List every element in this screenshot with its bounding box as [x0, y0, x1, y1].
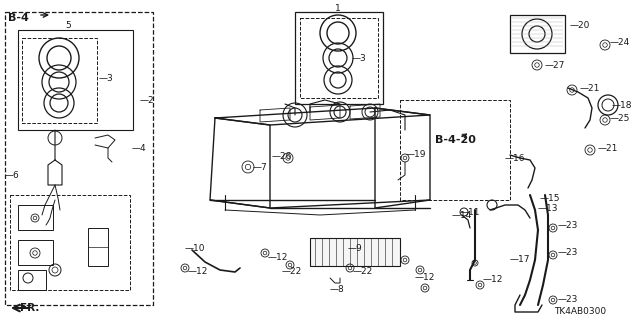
Text: 1: 1 [335, 4, 341, 12]
Text: —25: —25 [610, 114, 630, 123]
Text: —22: —22 [282, 268, 302, 276]
Text: —12: —12 [268, 253, 289, 262]
Bar [18, 270, 46, 290]
Text: —3: —3 [352, 53, 367, 62]
Text: —26: —26 [272, 151, 292, 161]
Text: —23: —23 [558, 295, 579, 305]
Text: —24: —24 [610, 37, 630, 46]
Text: —12: —12 [415, 274, 435, 283]
Text: —9: —9 [348, 244, 363, 252]
Bar [5, 12, 153, 305]
Bar [300, 18, 378, 98]
Text: B-4: B-4 [8, 13, 29, 23]
Text: —20: —20 [570, 20, 590, 29]
Text: —12: —12 [483, 276, 504, 284]
Bar [295, 12, 383, 104]
Text: —19: —19 [406, 149, 426, 158]
Text: —23: —23 [558, 220, 579, 229]
Text: —10: —10 [185, 244, 205, 252]
Bar [18, 205, 53, 230]
Text: FR.: FR. [20, 303, 40, 313]
Text: —21: —21 [598, 143, 618, 153]
Text: —17: —17 [510, 255, 531, 265]
Text: —13: —13 [538, 204, 559, 212]
Bar [88, 228, 108, 266]
Text: —27: —27 [545, 60, 565, 69]
Bar [510, 15, 565, 53]
Text: —18: —18 [612, 100, 632, 109]
Text: —16: —16 [505, 154, 525, 163]
Text: —15: —15 [540, 194, 561, 203]
Text: —14: —14 [452, 211, 472, 220]
Bar [22, 38, 97, 123]
Bar [10, 195, 130, 290]
Text: —3: —3 [99, 74, 114, 83]
Text: —7: —7 [253, 163, 268, 172]
Text: —22: —22 [353, 268, 373, 276]
Bar [310, 238, 400, 266]
Text: —12: —12 [188, 268, 209, 276]
Text: —6: —6 [5, 171, 20, 180]
Text: —2: —2 [140, 95, 155, 105]
Text: —4: —4 [132, 143, 147, 153]
Text: 5: 5 [65, 20, 71, 29]
Text: —11: —11 [460, 207, 481, 217]
Bar [400, 100, 510, 200]
Text: —8: —8 [330, 285, 345, 294]
Text: TK4AB0300: TK4AB0300 [554, 308, 606, 316]
Bar [18, 30, 133, 130]
Text: B-4-20: B-4-20 [435, 135, 476, 145]
Bar [18, 240, 53, 265]
Text: —21: —21 [580, 84, 600, 92]
Text: —23: —23 [558, 247, 579, 257]
